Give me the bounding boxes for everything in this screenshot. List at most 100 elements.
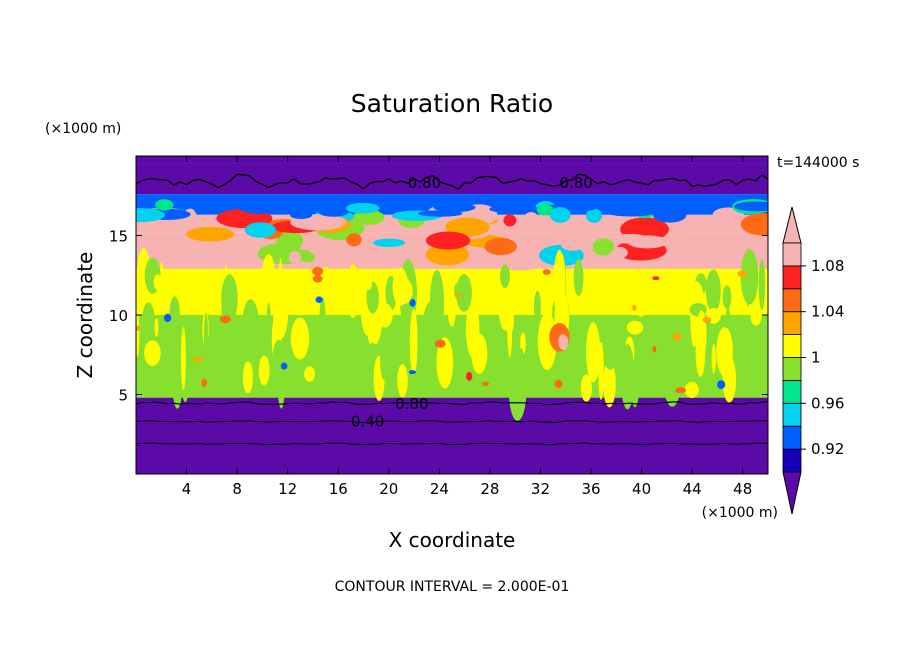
field-blob: [221, 290, 236, 357]
heatmap-field: [136, 156, 768, 474]
field-blob: [377, 302, 393, 328]
field-blob: [620, 343, 635, 410]
y-tick-label: 10: [109, 307, 128, 325]
field-blob: [186, 226, 235, 242]
field-blob: [300, 252, 315, 263]
field-blob: [219, 315, 231, 324]
field-blob: [484, 237, 517, 256]
field-blob: [408, 370, 417, 375]
field-blob: [455, 292, 462, 298]
colorbar-segment: [782, 288, 802, 313]
field-blob: [585, 208, 603, 223]
field-blob: [586, 322, 601, 383]
field-blob: [345, 202, 380, 214]
x-tick-label: 8: [232, 480, 242, 498]
field-blob: [592, 238, 615, 256]
field-blob: [551, 217, 602, 239]
field-blob: [633, 270, 649, 317]
field-blob: [745, 247, 751, 307]
field-blob: [394, 278, 413, 305]
time-label: t=144000 s: [777, 155, 859, 171]
y-unit-label: (×1000 m): [45, 121, 121, 137]
field-blob: [433, 202, 476, 213]
field-blob: [366, 281, 379, 314]
colorbar-segment: [782, 357, 802, 381]
field-blob: [180, 327, 186, 391]
contour-label: 0.80: [395, 395, 428, 413]
field-band: [136, 163, 768, 195]
field-blob: [456, 273, 472, 312]
field-blob: [409, 308, 418, 376]
field-blob: [421, 301, 441, 367]
field-blob: [614, 329, 621, 378]
field-blob: [203, 312, 209, 359]
colorbar-segment: [782, 242, 802, 267]
colorbar-segment: [782, 265, 802, 290]
contour-line: [136, 420, 768, 424]
field-blob: [312, 275, 323, 283]
field-blob: [136, 248, 151, 306]
colorbar-label: 0.92: [811, 440, 844, 458]
field-blob: [367, 329, 374, 344]
contour-labels: 0.80 0.80 0.80 0.40: [351, 174, 593, 430]
field-blob: [489, 205, 530, 213]
field-blob: [136, 208, 165, 223]
x-unit-label: (×1000 m): [702, 505, 778, 521]
x-tick-label: 24: [430, 480, 449, 498]
field-blob: [523, 212, 539, 225]
field-band: [136, 397, 768, 474]
field-blob: [737, 270, 747, 277]
field-blob: [436, 337, 454, 389]
field-blob: [750, 305, 762, 326]
contour-line: [136, 442, 768, 446]
contour-label: 0.40: [351, 412, 384, 430]
contour-label: 0.80: [559, 174, 592, 192]
field-blob: [290, 317, 310, 360]
colorbar-label: 0.96: [811, 394, 844, 412]
field-blob: [159, 261, 164, 297]
field-blob: [242, 299, 259, 349]
field-blob: [466, 371, 473, 381]
field-blob: [142, 302, 155, 340]
field-blob: [317, 206, 350, 217]
field-blob: [277, 347, 286, 409]
field-blob: [664, 321, 674, 366]
colorbar-segment: [782, 379, 802, 404]
field-blob: [560, 236, 585, 251]
x-tick-label: 36: [581, 480, 600, 498]
x-tick-label: 32: [531, 480, 550, 498]
y-axis-label: Z coordinate: [73, 252, 97, 379]
field-blob: [276, 230, 304, 252]
field-blob: [603, 360, 616, 408]
field-blob: [434, 339, 446, 348]
field-blob: [711, 344, 716, 374]
x-tick-label: 44: [683, 480, 702, 498]
field-blob: [499, 264, 511, 289]
field-blob: [558, 334, 569, 350]
field-blob: [280, 362, 288, 370]
x-tick-label: 4: [182, 480, 192, 498]
field-blob: [626, 320, 644, 335]
contour-interval-note: CONTOUR INTERVAL = 2.000E-01: [335, 579, 570, 595]
field-blob: [734, 201, 768, 212]
field-blob: [418, 210, 463, 217]
x-tick-label: 48: [733, 480, 752, 498]
x-tick-label: 20: [379, 480, 398, 498]
field-blob: [500, 256, 543, 271]
colorbar-label: 1.04: [811, 303, 844, 321]
x-tick-label: 40: [632, 480, 651, 498]
field-blob: [372, 238, 406, 247]
field-blob: [258, 355, 270, 386]
colorbar-segment: [782, 334, 802, 358]
field-blob: [425, 231, 471, 250]
colorbar-segment: [782, 448, 802, 473]
field-blob: [652, 207, 687, 223]
field-blob: [172, 353, 183, 409]
field-blob: [626, 235, 668, 249]
x-axis-ticks: 4 8 12 16 20 24 28 32 36 40 44 48: [182, 156, 752, 498]
field-blob: [652, 276, 660, 281]
contour-line: [136, 173, 768, 191]
field-blob: [536, 203, 554, 216]
field-blob: [565, 204, 597, 212]
